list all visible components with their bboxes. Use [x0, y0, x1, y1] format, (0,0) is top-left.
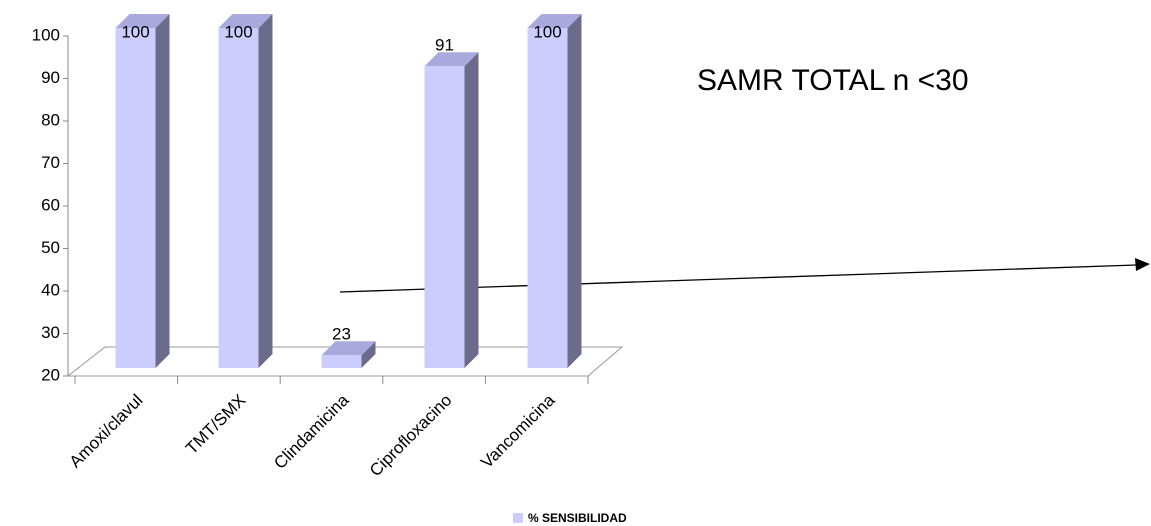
x-tick-label: Vancomicina [477, 390, 559, 472]
legend-label: % SENSIBILIDAD [528, 511, 627, 525]
bar [424, 66, 465, 368]
bar-side [567, 14, 582, 368]
bar-side [155, 14, 170, 368]
y-tick-label: 90 [41, 68, 60, 87]
bar-top [527, 14, 582, 28]
value-label: 100 [121, 22, 149, 41]
y-tick-label: 100 [32, 25, 60, 44]
value-label: 100 [533, 22, 561, 41]
bar-top [424, 52, 479, 67]
legend-swatch [513, 513, 523, 523]
y-tick-label: 40 [41, 280, 60, 299]
bar-top [115, 14, 170, 28]
y-tick-label: 20 [41, 365, 60, 384]
x-tick-label: Clindamicina [270, 390, 353, 473]
bar-top [218, 14, 273, 28]
y-tick-label: 30 [41, 323, 60, 342]
value-label: 100 [224, 22, 252, 41]
bar-top [321, 341, 376, 356]
x-tick-label: Ciprofloxacino [366, 391, 456, 481]
y-tick-label: 60 [41, 195, 60, 214]
bar [115, 28, 156, 368]
arrow-head [1135, 258, 1150, 271]
y-tick-label: 50 [41, 238, 60, 257]
bar [321, 355, 362, 368]
y-tick-label: 70 [41, 153, 60, 172]
bar-side [258, 14, 273, 368]
bar [527, 28, 568, 368]
bar-side [464, 52, 479, 368]
value-label: 91 [435, 36, 454, 55]
x-tick-label: TMT/SMX [182, 391, 250, 459]
floor [66, 346, 624, 377]
x-tick-label: Amoxi/clavul [66, 391, 147, 472]
value-label: 23 [332, 325, 351, 344]
annotation: SAMR TOTAL n <30 [697, 64, 969, 97]
y-tick-label: 80 [41, 110, 60, 129]
bar [218, 28, 259, 368]
bar-side [361, 341, 376, 368]
